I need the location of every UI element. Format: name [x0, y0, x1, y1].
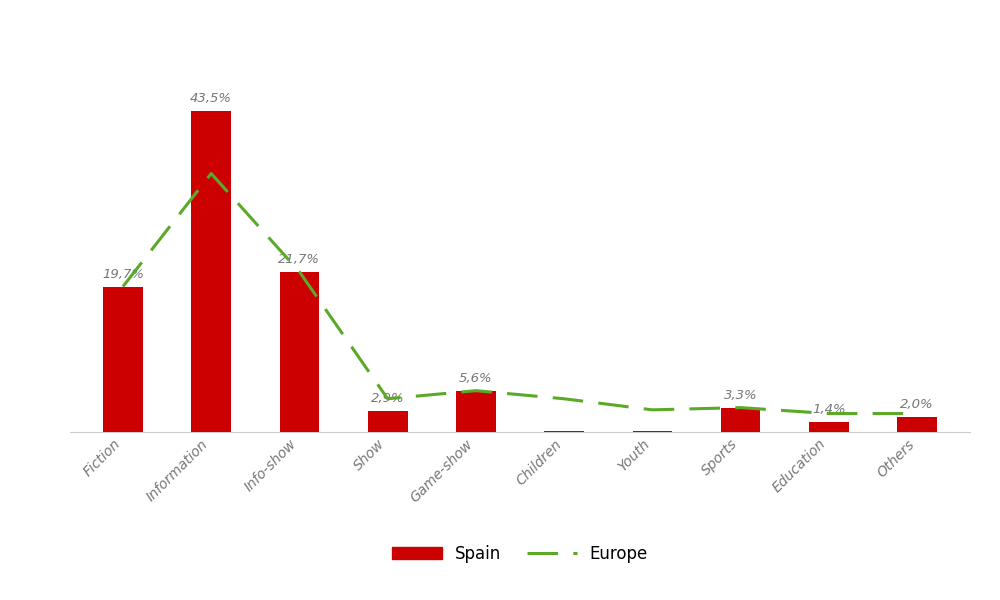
- Text: 2,0%: 2,0%: [900, 398, 934, 412]
- Text: 43,5%: 43,5%: [190, 92, 232, 105]
- Bar: [544, 431, 584, 432]
- Text: 5,6%: 5,6%: [459, 372, 493, 385]
- Bar: [191, 111, 231, 432]
- Text: 3,3%: 3,3%: [724, 389, 757, 402]
- Bar: [103, 287, 143, 432]
- Legend: Spain, Europe: Spain, Europe: [385, 538, 655, 569]
- Bar: [280, 272, 319, 432]
- Bar: [721, 407, 760, 432]
- Text: 21,7%: 21,7%: [278, 253, 320, 266]
- Text: 2,9%: 2,9%: [371, 392, 404, 404]
- Bar: [809, 422, 849, 432]
- Bar: [633, 431, 672, 432]
- Bar: [456, 391, 496, 432]
- Text: 1,4%: 1,4%: [812, 403, 846, 416]
- Text: 19,7%: 19,7%: [102, 268, 144, 281]
- Bar: [897, 417, 937, 432]
- Bar: [368, 410, 408, 432]
